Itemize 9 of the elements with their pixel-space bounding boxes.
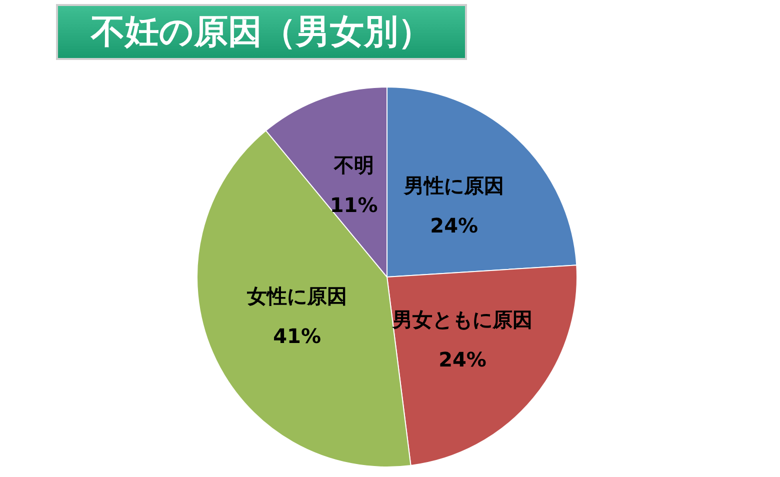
data-label: 41% xyxy=(273,324,321,348)
slice-label: 不明 xyxy=(332,152,374,177)
data-label: 11% xyxy=(330,192,378,217)
data-label: 24% xyxy=(430,214,478,238)
slice-label: 男性に原因 xyxy=(403,174,504,198)
slice-label: 女性に原因 xyxy=(246,284,348,308)
chart-title: 不妊の原因（男女別） xyxy=(90,12,432,52)
data-label: 24% xyxy=(438,347,486,372)
slice-label: 男女ともに原因 xyxy=(392,307,533,332)
